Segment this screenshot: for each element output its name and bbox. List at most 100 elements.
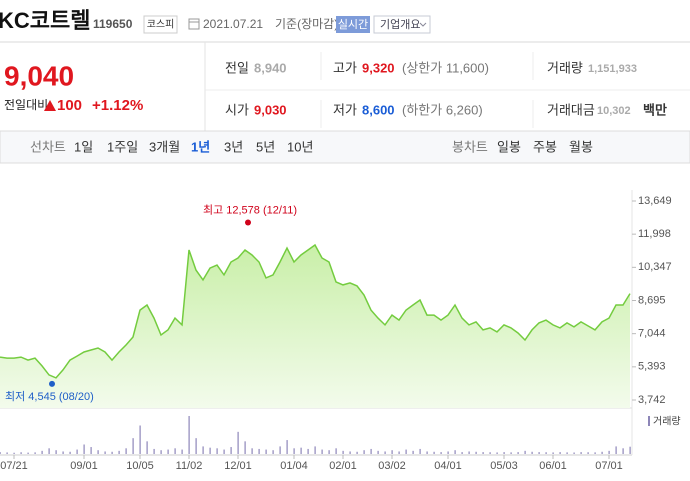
base-date: 2021.07.21 bbox=[203, 17, 263, 31]
stat-limit: (상한가 11,600) bbox=[402, 60, 489, 75]
period-tab[interactable]: 1년 bbox=[191, 139, 210, 154]
stat-label: 저가 bbox=[333, 102, 357, 117]
volume-bar bbox=[426, 451, 428, 454]
volume-bar bbox=[363, 450, 365, 454]
period-tab[interactable]: 10년 bbox=[287, 139, 313, 154]
stat-value: 9,030 bbox=[254, 102, 287, 117]
volume-bar bbox=[545, 452, 547, 454]
market-label: 코스피 bbox=[147, 19, 175, 31]
period-tab[interactable]: 5년 bbox=[256, 139, 275, 154]
x-tick-label: 07/01 bbox=[595, 460, 623, 472]
period-tab[interactable]: 1주일 bbox=[107, 139, 138, 154]
volume-bar bbox=[377, 450, 379, 454]
volume-bar bbox=[69, 451, 71, 454]
volume-bar bbox=[531, 451, 533, 454]
extreme-label: 최저 4,545 (08/20) bbox=[5, 390, 94, 403]
volume-bar bbox=[76, 449, 78, 454]
volume-bar bbox=[27, 452, 29, 454]
volume-bar bbox=[97, 450, 99, 454]
volume-bar bbox=[188, 416, 190, 454]
candle-tab[interactable]: 월봉 bbox=[569, 139, 593, 154]
stat-value: 1,151,933 bbox=[588, 63, 637, 75]
volume-bar bbox=[384, 451, 386, 454]
change-caption: 전일대비 bbox=[4, 98, 48, 112]
volume-bar bbox=[160, 450, 162, 454]
volume-bar bbox=[258, 448, 260, 454]
x-tick-label: 06/01 bbox=[539, 460, 567, 472]
volume-bar bbox=[223, 449, 225, 454]
volume-bar bbox=[594, 452, 596, 454]
volume-bar bbox=[41, 450, 43, 454]
market-badge bbox=[143, 15, 178, 34]
volume-bar bbox=[104, 451, 106, 454]
volume-bar bbox=[300, 447, 302, 454]
tab-caption: 선차트 bbox=[30, 139, 66, 154]
stock-code: 119650 bbox=[93, 17, 133, 31]
volume-bar bbox=[405, 449, 407, 454]
x-tick-label: 09/01 bbox=[70, 460, 98, 472]
period-tab[interactable]: 3년 bbox=[224, 139, 243, 154]
volume-bar bbox=[321, 449, 323, 454]
volume-bar bbox=[454, 450, 456, 454]
x-tick-label: 03/02 bbox=[378, 460, 406, 472]
stat-limit: (하한가 6,260) bbox=[402, 102, 483, 117]
x-tick-label: 07/21 bbox=[0, 460, 28, 472]
extreme-point bbox=[245, 219, 251, 226]
x-tick-label: 04/01 bbox=[434, 460, 462, 472]
volume-bar bbox=[125, 448, 127, 454]
volume-bar bbox=[622, 448, 624, 454]
x-tick-label: 02/01 bbox=[329, 460, 357, 472]
volume-bar bbox=[412, 450, 414, 454]
volume-bar bbox=[62, 451, 64, 454]
stock-name: KC코트렐 bbox=[0, 8, 91, 33]
volume-bar bbox=[419, 448, 421, 454]
y-tick-label: 11,998 bbox=[638, 228, 671, 240]
x-tick-label: 01/04 bbox=[280, 460, 308, 472]
price-area bbox=[0, 245, 630, 408]
volume-bar bbox=[0, 452, 1, 454]
candle-tab[interactable]: 주봉 bbox=[533, 139, 557, 154]
x-tick-label: 05/03 bbox=[490, 460, 518, 472]
volume-bar bbox=[524, 450, 526, 454]
volume-bar bbox=[83, 444, 85, 454]
volume-bar bbox=[314, 446, 316, 454]
price-line bbox=[0, 243, 631, 379]
volume-bar bbox=[629, 446, 631, 454]
company-dropdown[interactable] bbox=[373, 15, 431, 34]
volume-bar bbox=[608, 450, 610, 454]
volume-bar bbox=[6, 452, 8, 454]
volume-bar bbox=[230, 447, 232, 454]
volume-legend-swatch bbox=[648, 416, 650, 426]
volume-bar bbox=[510, 452, 512, 454]
volume-bar bbox=[167, 449, 169, 454]
stat-value: 9,320 bbox=[362, 60, 395, 75]
volume-bar bbox=[307, 448, 309, 454]
stat-label: 시가 bbox=[225, 102, 249, 117]
volume-bar bbox=[237, 431, 239, 454]
volume-bar bbox=[13, 452, 15, 454]
period-tab[interactable]: 1일 bbox=[74, 139, 93, 154]
volume-bar bbox=[286, 440, 288, 454]
volume-bar bbox=[342, 450, 344, 454]
volume-bar bbox=[202, 446, 204, 454]
volume-bar bbox=[328, 450, 330, 454]
realtime-button[interactable] bbox=[336, 16, 370, 33]
realtime-label[interactable]: 실시간 bbox=[338, 18, 368, 31]
extreme-point bbox=[49, 380, 55, 387]
candle-tab[interactable]: 일봉 bbox=[497, 139, 521, 154]
volume-bar bbox=[55, 450, 57, 454]
period-tab[interactable]: 3개월 bbox=[149, 139, 180, 154]
base-note: 기준(장마감) bbox=[275, 17, 338, 31]
up-arrow bbox=[44, 100, 56, 111]
volume-bar bbox=[251, 448, 253, 454]
volume-bar bbox=[391, 450, 393, 454]
volume-bar bbox=[139, 425, 141, 454]
volume-bar bbox=[181, 449, 183, 454]
volume-bar bbox=[90, 447, 92, 454]
volume-bar bbox=[552, 452, 554, 454]
volume-bar bbox=[398, 451, 400, 454]
volume-bar bbox=[48, 448, 50, 454]
volume-bar bbox=[496, 452, 498, 454]
company-label[interactable]: 기업개요 bbox=[380, 18, 420, 31]
